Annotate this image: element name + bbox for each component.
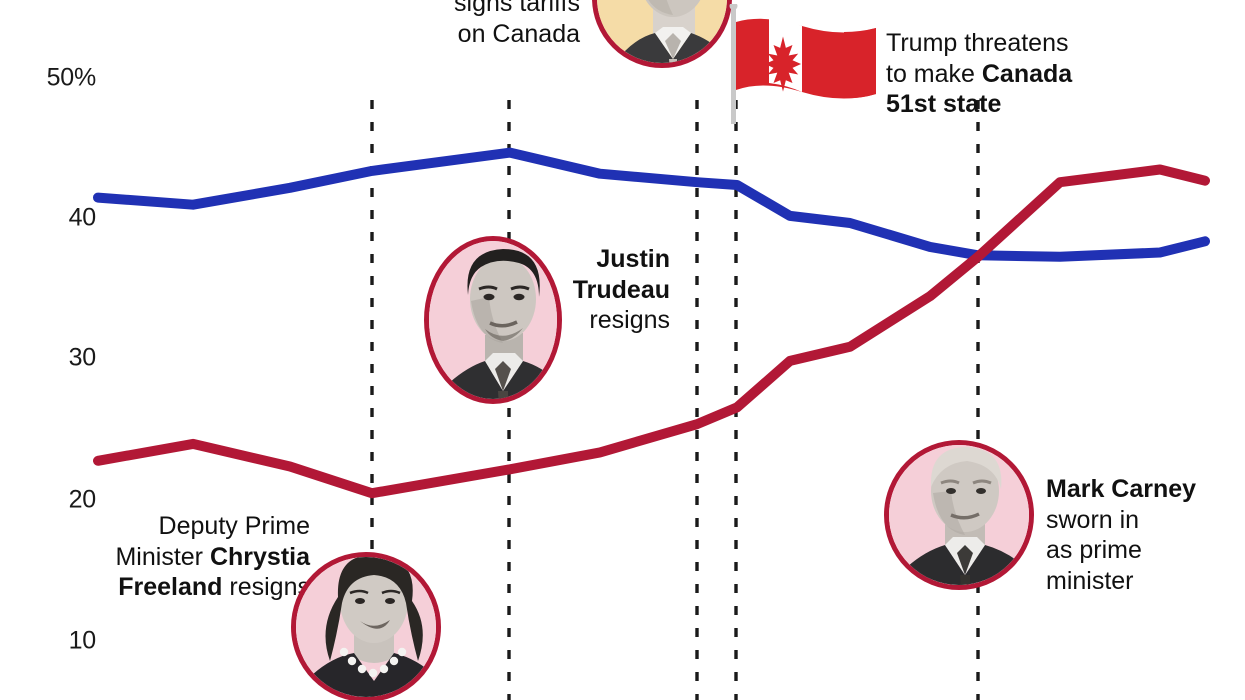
annotation-carney-line2: sworn in [1046, 505, 1140, 534]
annotation-51st-state-line3-bold: 51st state [886, 90, 1002, 118]
annotation-freeland-line2-bold: Chrystia [209, 542, 310, 571]
annotation-freeland-line3-bold: Freeland [118, 573, 223, 601]
annotation-carney-line1-bold: Mark Carney [1046, 475, 1197, 503]
annotation-freeland-line2-plain: Minister [115, 542, 210, 571]
portrait-donald-trump [592, 0, 732, 68]
annotation-trudeau-line2: Trudeau [430, 275, 670, 306]
carney-portrait-art [907, 447, 1025, 585]
annotation-carney-line1: Mark Carney [1046, 474, 1245, 505]
annotation-tariffs: signs tariffs on Canada [300, 0, 580, 49]
annotation-51st-state-line3: 51st state [886, 89, 1216, 120]
portrait-justin-trudeau [424, 236, 562, 404]
annotation-51st-state: Trump threatens to make Canada 51st stat… [886, 28, 1216, 120]
annotation-tariffs-line2: on Canada [457, 19, 580, 48]
annotation-trudeau-line3: resigns [589, 306, 670, 334]
annotation-freeland: Deputy Prime Minister Chrystia Freeland … [40, 511, 310, 603]
annotation-51st-state-line1: Trump threatens [886, 29, 1069, 57]
portrait-mark-carney [884, 440, 1034, 590]
freeland-portrait-art [312, 557, 436, 697]
canada-flag-icon [724, 2, 884, 124]
annotation-51st-state-line2: to make Canada [886, 59, 1216, 90]
y-axis-tick-20: 20 [68, 485, 97, 514]
annotation-trudeau-line1-bold: Justin [596, 245, 670, 273]
event-marker-group [370, 100, 980, 700]
series-line-liberal [93, 164, 1210, 499]
annotation-trudeau-line2-bold: Trudeau [572, 275, 670, 304]
portrait-chrystia-freeland [291, 552, 441, 700]
annotation-carney: Mark Carney sworn in as prime minister [1046, 474, 1245, 596]
annotation-51st-state-line2-plain: to make [886, 59, 982, 88]
y-axis-tick-30: 30 [68, 343, 97, 372]
trudeau-portrait-art [449, 249, 557, 399]
trump-portrait-art [625, 0, 723, 63]
annotation-freeland-line3: Freeland resigns [40, 572, 310, 603]
annotation-carney-line3: as prime [1046, 536, 1142, 564]
annotation-tariffs-line1: signs tariffs [454, 0, 580, 17]
annotation-trudeau-line1: Justin [430, 244, 670, 275]
annotation-freeland-line1: Deputy Prime [158, 512, 310, 540]
y-axis-tick-50: 50% [46, 63, 97, 92]
annotation-carney-line4: minister [1046, 566, 1134, 595]
annotation-trudeau: Justin Trudeau resigns [430, 244, 670, 336]
annotation-freeland-line2: Minister Chrystia [40, 542, 310, 573]
series-line-group [93, 147, 1210, 499]
y-axis-tick-40: 40 [68, 203, 97, 232]
annotation-51st-state-line2-bold: Canada [981, 59, 1073, 88]
flag-pole [731, 4, 736, 124]
series-line-conservative [93, 147, 1210, 262]
y-axis-tick-10: 10 [68, 626, 97, 655]
